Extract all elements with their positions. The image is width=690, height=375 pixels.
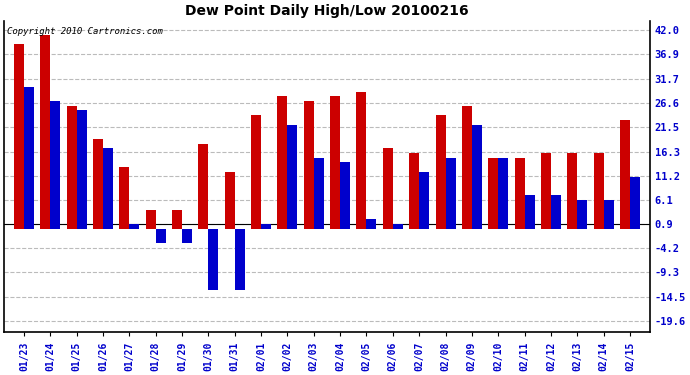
Bar [340,162,350,228]
Bar [251,115,261,228]
Text: Copyright 2010 Cartronics.com: Copyright 2010 Cartronics.com [8,27,164,36]
Bar [198,144,208,228]
Bar [50,101,60,228]
Bar [314,158,324,228]
Bar [578,200,587,228]
Bar [146,210,156,228]
Bar [67,106,77,228]
Bar [541,153,551,228]
Bar [277,96,288,228]
Bar [419,172,429,228]
Bar [393,224,403,228]
Bar [620,120,630,228]
Bar [77,111,87,228]
Bar [235,228,245,290]
Bar [446,158,455,228]
Bar [604,200,613,228]
Bar [409,153,419,228]
Title: Dew Point Daily High/Low 20100216: Dew Point Daily High/Low 20100216 [185,4,469,18]
Bar [472,124,482,228]
Bar [383,148,393,228]
Bar [515,158,524,228]
Bar [435,115,446,228]
Bar [330,96,340,228]
Bar [366,219,377,228]
Bar [524,195,535,228]
Bar [489,158,498,228]
Bar [208,228,219,290]
Bar [93,139,103,228]
Bar [182,228,192,243]
Bar [498,158,509,228]
Bar [357,92,366,228]
Bar [103,148,113,228]
Bar [24,87,34,228]
Bar [551,195,561,228]
Bar [304,101,314,228]
Bar [129,224,139,228]
Bar [567,153,578,228]
Bar [40,35,50,228]
Bar [288,124,297,228]
Bar [225,172,235,228]
Bar [261,224,271,228]
Bar [462,106,472,228]
Bar [156,228,166,243]
Bar [119,167,129,228]
Bar [593,153,604,228]
Bar [172,210,182,228]
Bar [14,44,24,228]
Bar [630,177,640,228]
